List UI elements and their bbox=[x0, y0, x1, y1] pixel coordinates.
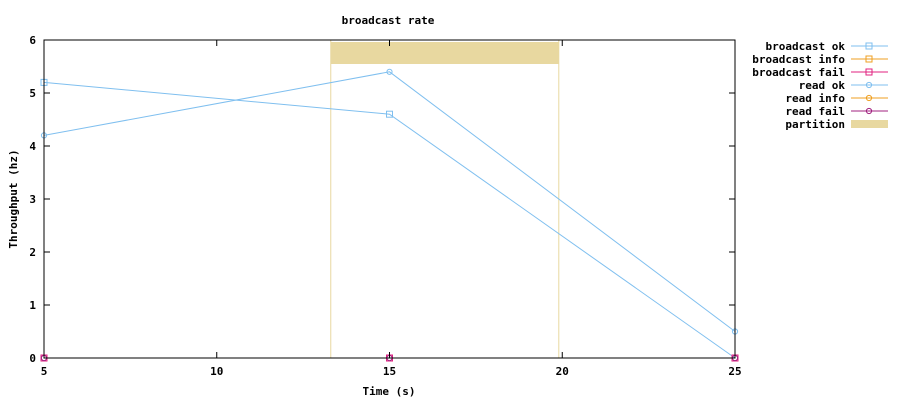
data-point bbox=[386, 68, 393, 75]
x-tick-label: 25 bbox=[728, 365, 741, 378]
y-tick-label: 0 bbox=[29, 352, 36, 365]
series-line bbox=[43, 81, 736, 359]
legend-marker bbox=[865, 55, 873, 63]
x-tick-label: 5 bbox=[41, 365, 48, 378]
series-layer bbox=[40, 68, 739, 362]
legend-label: broadcast ok bbox=[766, 40, 846, 53]
y-tick-label: 5 bbox=[29, 87, 36, 100]
chart-title: broadcast rate bbox=[342, 14, 435, 27]
legend-label: broadcast info bbox=[752, 53, 845, 66]
y-tick-label: 3 bbox=[29, 193, 36, 206]
legend-marker bbox=[865, 42, 873, 50]
legend-label: read ok bbox=[799, 79, 846, 92]
legend-marker bbox=[865, 107, 873, 115]
legend-entry: read fail bbox=[785, 105, 888, 118]
x-axis-label: Time (s) bbox=[363, 385, 416, 398]
legend-marker bbox=[865, 81, 873, 89]
plot-border bbox=[43, 39, 736, 359]
legend-label: partition bbox=[785, 118, 845, 131]
x-tick-label: 15 bbox=[383, 365, 396, 378]
series-line bbox=[43, 71, 736, 332]
legend-swatch bbox=[851, 120, 888, 128]
y-tick-label: 6 bbox=[29, 34, 36, 47]
legend-entry: broadcast info bbox=[752, 53, 888, 66]
legend-entry: read info bbox=[785, 92, 888, 105]
series-read-ok bbox=[40, 68, 739, 335]
legend-marker bbox=[865, 68, 873, 76]
x-tick-label: 10 bbox=[210, 365, 223, 378]
x-tick-label: 20 bbox=[556, 365, 569, 378]
partition-bar bbox=[330, 42, 559, 64]
legend-entry: broadcast ok bbox=[766, 40, 888, 53]
y-tick-label: 4 bbox=[29, 140, 36, 153]
axes-layer: 5 10 15 20 25 0 1 2 3 4 5 6 bbox=[29, 34, 741, 378]
legend-label: read info bbox=[785, 92, 845, 105]
legend-label: read fail bbox=[785, 105, 845, 118]
series-broadcast-ok bbox=[40, 78, 739, 362]
y-axis-label: Throughput (hz) bbox=[7, 149, 20, 248]
legend-label: broadcast fail bbox=[752, 66, 845, 79]
partition-layer bbox=[330, 40, 560, 358]
legend-entry: broadcast fail bbox=[752, 66, 888, 79]
y-tick-label: 2 bbox=[29, 246, 36, 259]
legend-entry: partition bbox=[785, 118, 888, 131]
legend-entry: read ok bbox=[799, 79, 888, 92]
y-tick-label: 1 bbox=[29, 299, 36, 312]
data-point bbox=[386, 110, 393, 118]
legend-marker bbox=[865, 94, 873, 102]
